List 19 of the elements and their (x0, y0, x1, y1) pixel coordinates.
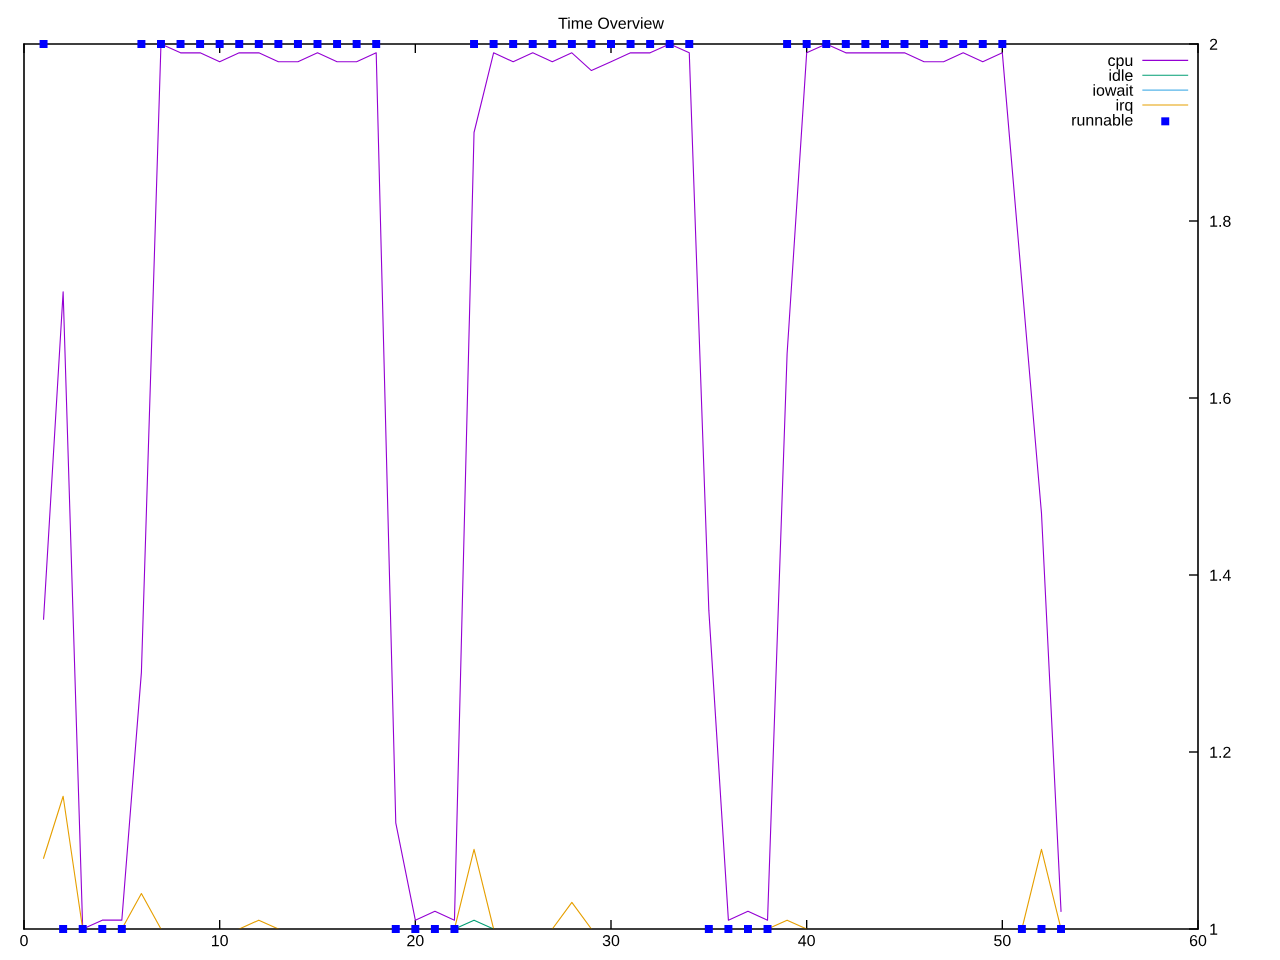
x-tick-label: 20 (407, 934, 424, 947)
legend-label: irq (1116, 99, 1133, 114)
x-tick-label: 60 (1189, 934, 1207, 947)
legend-label: iowait (1093, 84, 1134, 96)
y2-tick-label: 2 (1209, 38, 1218, 50)
legend-label: cpu (1108, 57, 1133, 70)
x-tick-label: 50 (994, 934, 1011, 947)
y2-tick-label: 1.6 (1210, 392, 1231, 404)
y2-tick-label: 1.2 (1210, 746, 1231, 758)
x-tick-label: 0 (20, 934, 28, 947)
legend-label: idle (1109, 69, 1133, 81)
y2-tick-label: 1 (1210, 923, 1218, 935)
x-tick-label: 30 (602, 934, 620, 947)
x-tick-label: 10 (212, 934, 228, 947)
x-tick-label: 40 (798, 934, 815, 947)
y2-tick-label: 1.4 (1210, 569, 1231, 581)
chart-title: Time Overview (558, 17, 664, 29)
legend-label: runnable (1072, 113, 1133, 126)
y2-tick-label: 1.8 (1210, 215, 1231, 227)
